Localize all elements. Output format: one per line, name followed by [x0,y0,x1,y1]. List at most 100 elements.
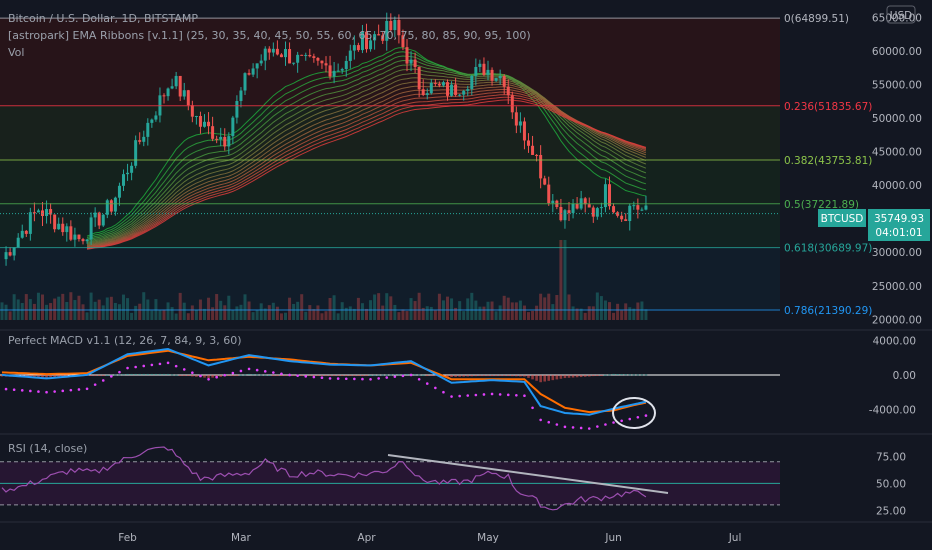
candle-body [628,205,632,222]
volume-bar [0,302,4,320]
macd-tick-label: -4000.00 [869,405,916,417]
time-tick-label: Jul [728,532,742,544]
volume-bar [24,294,28,320]
volume-bar [279,313,283,320]
candle-body [328,65,332,77]
candle-body [450,84,454,96]
macd-histogram-bar [170,374,174,376]
volume-bar [628,307,632,320]
rsi-trendline [387,454,669,494]
macd-dot [474,393,478,397]
volume-bar [57,296,61,320]
rsi-indicator-label[interactable]: RSI (14, close) [8,442,87,455]
currency-badge[interactable]: USD [886,5,916,24]
macd-histogram-bar [219,374,222,377]
macd-dot [498,393,502,396]
macd-histogram-bar [421,374,425,376]
volume-bar [563,240,567,320]
volume-bar [138,303,142,320]
macd-histogram-bar [37,374,40,378]
volume-bar [595,292,599,320]
macd-dot [644,414,648,417]
volume-bar [194,309,198,320]
macd-dot [620,419,623,423]
macd-histogram-bar [207,374,210,379]
candle-body [231,117,235,137]
volume-bar [644,309,648,320]
candle-body [190,105,194,117]
macd-histogram-bar [53,374,56,378]
annotation-circle [612,397,656,429]
macd-histogram-bar [130,373,133,375]
macd-histogram-bar [506,374,510,376]
macd-histogram-bar [397,374,401,376]
price-tick-label: 20000.00 [872,314,922,326]
candle-body [259,60,263,64]
candle-body [340,69,344,71]
candle-body [211,126,215,139]
candle-body [587,204,591,208]
candle-body [381,35,385,41]
candle-body [247,73,251,75]
volume-bar [45,304,49,320]
currency-badge-label: USD [890,10,912,22]
candle-body [288,49,292,64]
candle-body [377,34,381,36]
candle-body [437,83,441,86]
macd-histogram-bar [373,374,376,376]
candle-body [409,59,413,64]
rsi-tick-label: 75.00 [876,451,906,463]
macd-histogram-bar [519,374,522,377]
macd-dot [150,363,154,367]
macd-histogram-bar [101,374,105,376]
volume-indicator-label[interactable]: Vol [8,46,24,59]
ema-ribbon-line [86,99,647,250]
candle-body [522,121,526,141]
macd-histogram-bar [126,373,129,375]
candle-body [595,208,599,217]
volume-bar [328,297,332,320]
volume-bar [393,304,397,320]
candle-body [275,48,279,55]
macd-dot [636,416,640,419]
macd-histogram-bar [612,373,615,375]
macd-dot [344,377,348,381]
candle-body [122,174,125,186]
macd-histogram-bar [320,374,324,376]
fib-label: 0.5(37221.89) [784,199,859,211]
candle-body [85,239,89,242]
volume-bar [166,302,170,320]
macd-dot [506,393,510,397]
chart-title: Bitcoin / U.S. Dollar, 1D, BITSTAMP [8,12,198,25]
macd-histogram-bar [592,374,595,377]
candle-body [146,122,150,137]
macd-dot [166,361,170,365]
macd-indicator-label[interactable]: Perfect MACD v1.1 (12, 26, 7, 84, 9, 3, … [8,334,242,347]
volume-bar [522,305,526,320]
candle-body [207,121,211,127]
macd-dot [628,417,632,421]
macd-histogram-bar [490,374,494,376]
volume-bar [356,297,360,320]
candle-body [61,223,65,233]
volume-bar [308,305,312,320]
candle-body [117,185,121,198]
rsi-tick-label: 25.00 [876,505,906,517]
macd-dot [490,392,494,396]
macd-tick-label: 4000.00 [873,335,916,347]
candle-body [413,59,417,68]
macd-dot [482,393,486,396]
price-tick-label: 65000.00 [872,12,922,24]
ema-ribbon-indicator-label[interactable]: [astropark] EMA Ribbons [v.1.1] (25, 30,… [8,29,531,42]
volume-bar [559,240,563,320]
candle-body [178,75,182,97]
volume-bar [344,307,348,320]
macd-histogram-bar [515,374,518,377]
macd-histogram-bar [33,374,36,378]
candle-body [271,48,275,53]
candle-body [458,94,462,96]
candle-body [583,198,587,205]
candle-body [405,47,409,64]
macd-histogram-bar [393,374,397,376]
